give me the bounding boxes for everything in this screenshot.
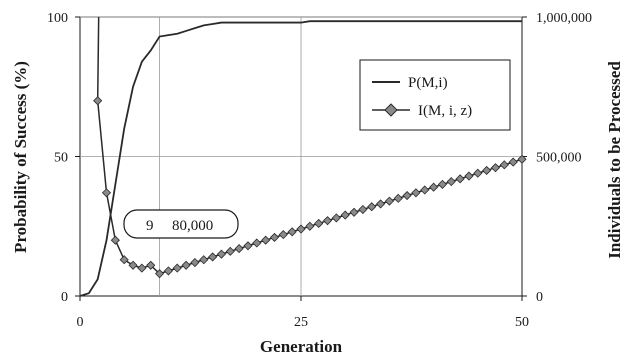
series-i-point (402, 190, 412, 201)
series-layer (79, 16, 527, 297)
series-i-point (349, 207, 359, 217)
series-i-point (393, 193, 403, 203)
legend-label-i: I(M, i, z) (418, 103, 472, 119)
series-i-point (296, 224, 306, 234)
series-i-point (429, 182, 439, 192)
series-i-point (331, 213, 341, 223)
series-i-point (190, 257, 200, 268)
y-right-tick-label: 500,000 (536, 151, 582, 166)
x-tick-label: 50 (515, 315, 529, 330)
y-right-tick-label: 1,000,000 (536, 11, 592, 26)
series-i-point (216, 249, 227, 259)
callout: 9 80,000 (123, 209, 239, 239)
series-i-point (314, 218, 324, 229)
series-i-point (261, 235, 271, 245)
series-i-point (420, 185, 430, 195)
series-i-point (287, 227, 297, 237)
series-i-point (411, 188, 421, 198)
series-i-point (278, 230, 288, 240)
legend-marker-i (384, 103, 398, 117)
series-i-point (208, 252, 218, 262)
legend: P(M,i) I(M, i, z) (359, 59, 511, 131)
series-p-line (79, 20, 522, 297)
series-i-point (455, 174, 465, 184)
series-i-point (375, 199, 386, 209)
series-i-point (322, 216, 333, 226)
tick-labels: 0 25 50 0 50 100 0 500,000 1,000,000 (47, 11, 592, 330)
tick-marks (75, 16, 527, 301)
series-i-point (110, 235, 120, 245)
series-i-point (172, 263, 182, 273)
y-left-tick-label: 0 (61, 290, 68, 305)
series-i-point (482, 165, 492, 176)
legend-label-p: P(M,i) (408, 75, 448, 91)
series-i-point (384, 196, 394, 206)
series-i-point (499, 160, 509, 170)
series-i-point (163, 266, 173, 276)
callout-generation: 9 (146, 218, 154, 234)
series-i-point (199, 255, 209, 265)
legend-box (359, 59, 511, 131)
series-i-point (490, 163, 501, 173)
series-i-point (137, 263, 147, 273)
callout-individuals: 80,000 (172, 218, 213, 234)
series-i-point (358, 204, 368, 215)
series-i-entry-line (96, 16, 100, 101)
x-tick-label: 0 (77, 315, 84, 330)
series-i-point (154, 269, 165, 279)
y-right-tick-label: 0 (536, 290, 543, 305)
series-i-point (225, 246, 235, 256)
series-i-point (128, 260, 138, 270)
series-i-point (437, 179, 448, 189)
series-i-point (243, 241, 253, 251)
series-i-point (146, 260, 156, 270)
series-i-point (508, 157, 518, 167)
series-i-point (181, 260, 191, 270)
series-i-point (119, 255, 129, 265)
series-i-point (269, 232, 280, 242)
series-i-point (464, 171, 474, 181)
series-i-point (252, 238, 262, 248)
y-axis-title-right: Individuals to be Processed (605, 61, 624, 259)
series-i-point (101, 188, 112, 198)
series-i-point (446, 177, 456, 187)
y-left-tick-label: 100 (47, 11, 68, 26)
series-i-point (340, 210, 350, 220)
series-i-point (517, 154, 527, 164)
series-i-point (234, 244, 244, 254)
y-left-tick-label: 50 (54, 151, 68, 166)
series-i-point (473, 168, 483, 178)
series-i-point (305, 221, 315, 231)
gridlines (80, 16, 522, 296)
series-i-point (367, 202, 377, 212)
series-i-point (93, 96, 103, 106)
y-axis-title-left: Probability of Success (%) (11, 61, 30, 253)
x-tick-label: 25 (294, 315, 308, 330)
x-axis-title: Generation (260, 337, 343, 356)
callout-box (123, 209, 239, 239)
